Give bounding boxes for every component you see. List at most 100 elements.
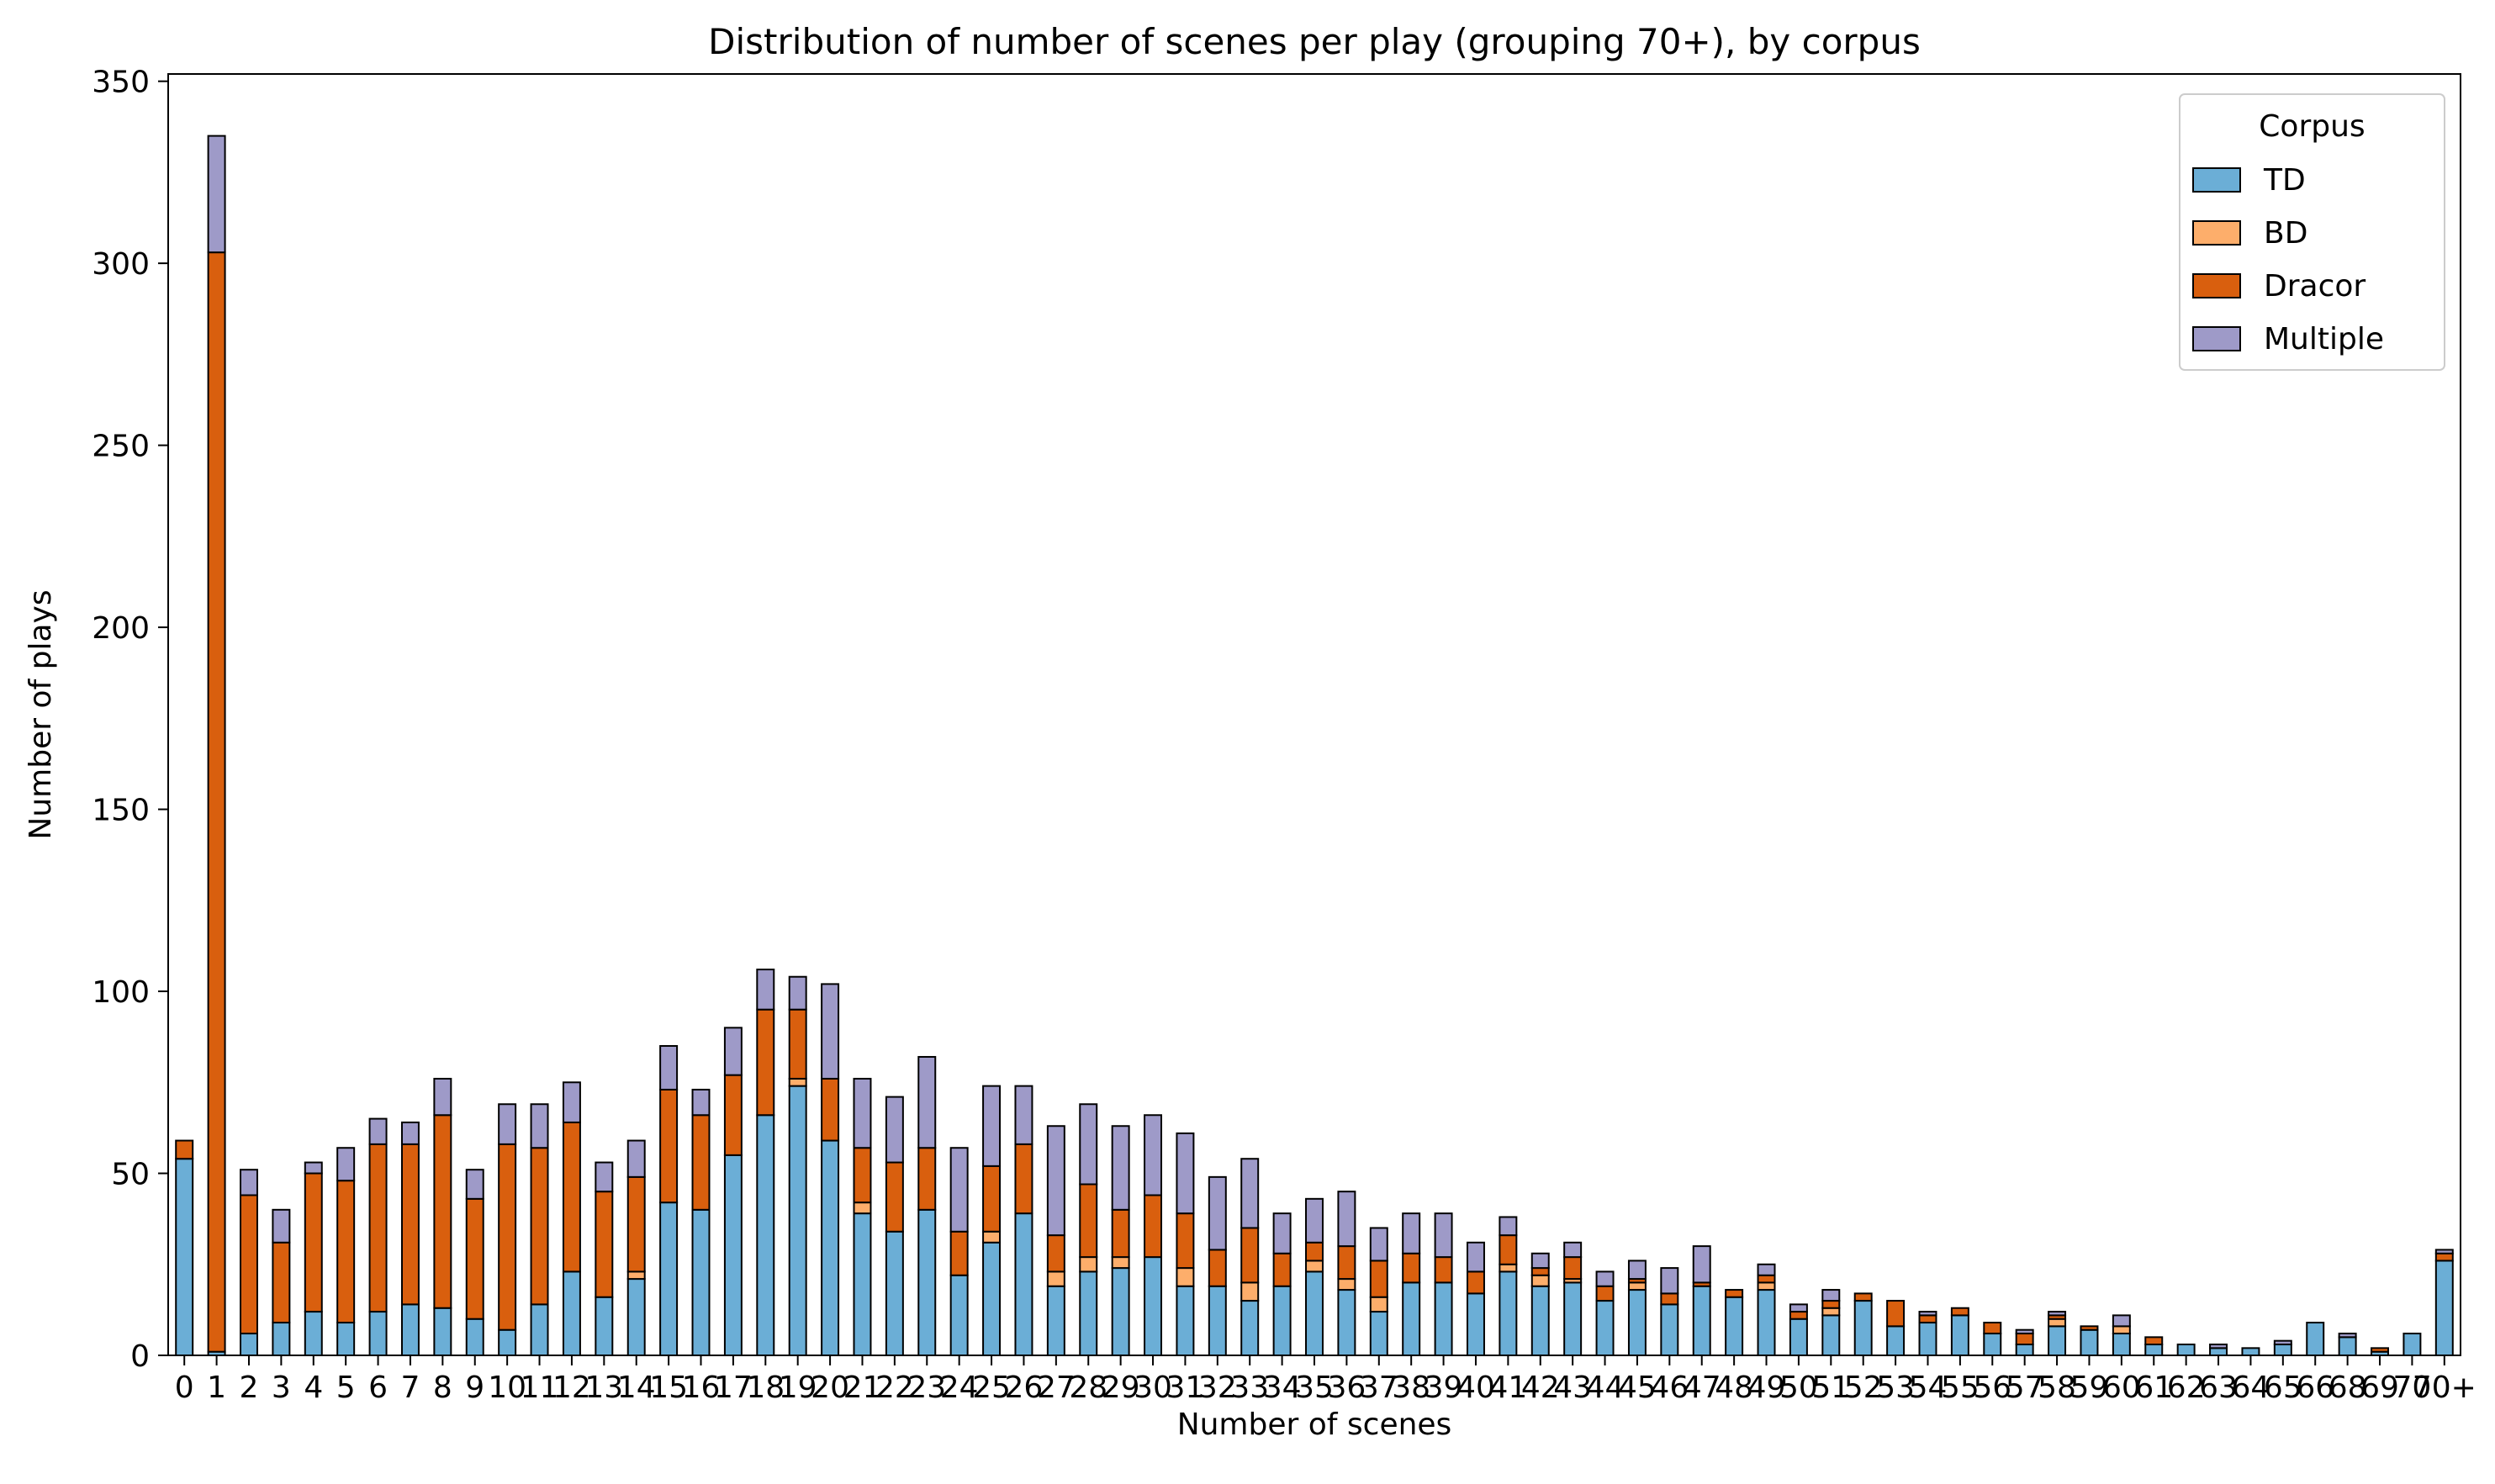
x-tick-label: 22 [875, 1370, 914, 1405]
bar-dracor-70+ [2434, 1252, 2454, 1262]
legend-label-bd: BD [2264, 216, 2307, 251]
x-tick-label: 63 [2199, 1370, 2238, 1405]
bar-dracor-18 [756, 1008, 775, 1117]
x-tick-label: 59 [2070, 1370, 2109, 1405]
bar-dracor-11 [530, 1147, 549, 1306]
x-tick-label: 40 [1456, 1370, 1495, 1405]
bar-td-42 [1530, 1285, 1550, 1357]
x-tick-label: 2 [240, 1370, 259, 1405]
bar-multiple-16 [691, 1088, 711, 1117]
x-tick-label: 21 [843, 1370, 882, 1405]
bar-td-6 [368, 1311, 388, 1356]
x-tick-label: 45 [1618, 1370, 1657, 1405]
bar-dracor-54 [1918, 1314, 1937, 1324]
x-tick-label: 9 [465, 1370, 484, 1405]
bar-td-44 [1595, 1300, 1615, 1356]
bar-td-7 [400, 1303, 420, 1356]
bar-dracor-40 [1466, 1270, 1485, 1295]
bar-dracor-27 [1046, 1234, 1065, 1273]
bar-dracor-42 [1530, 1267, 1550, 1276]
bar-dracor-36 [1337, 1245, 1356, 1281]
x-tick-label: 52 [1844, 1370, 1883, 1405]
bar-td-15 [659, 1201, 679, 1356]
bar-dracor-38 [1402, 1252, 1421, 1284]
x-tick-label: 20 [811, 1370, 849, 1405]
bar-td-38 [1402, 1281, 1421, 1356]
bar-bd-36 [1337, 1278, 1356, 1291]
x-tick-label: 50 [1779, 1370, 1818, 1405]
bar-multiple-25 [982, 1085, 1002, 1167]
bar-bd-25 [982, 1230, 1002, 1244]
bar-td-35 [1305, 1270, 1324, 1356]
bar-td-65 [2273, 1344, 2292, 1356]
bar-multiple-33 [1240, 1158, 1260, 1229]
bar-dracor-24 [949, 1230, 969, 1276]
y-tick-label: 100 [92, 975, 150, 1010]
bar-multiple-44 [1595, 1270, 1615, 1287]
x-tick-label: 35 [1295, 1370, 1334, 1405]
bar-td-3 [272, 1322, 291, 1356]
bar-bd-31 [1176, 1267, 1195, 1287]
bar-dracor-44 [1595, 1285, 1615, 1302]
bar-multiple-65 [2273, 1339, 2292, 1346]
x-tick-label: 70+ [2413, 1370, 2476, 1405]
bar-dracor-41 [1499, 1234, 1518, 1265]
bar-td-29 [1111, 1267, 1130, 1357]
bar-bd-51 [1821, 1307, 1841, 1317]
bar-td-47 [1692, 1285, 1711, 1357]
y-tick-label: 250 [92, 430, 150, 464]
bar-bd-28 [1079, 1256, 1098, 1273]
bar-bd-45 [1627, 1281, 1647, 1291]
bar-multiple-7 [400, 1121, 420, 1145]
bar-dracor-33 [1240, 1227, 1260, 1284]
bar-td-0 [175, 1158, 194, 1357]
bar-multiple-28 [1079, 1103, 1098, 1186]
bar-dracor-5 [336, 1180, 356, 1324]
x-tick-label: 58 [2038, 1370, 2076, 1405]
bar-td-57 [2015, 1344, 2034, 1356]
bar-td-30 [1144, 1256, 1163, 1357]
bar-multiple-47 [1692, 1245, 1711, 1284]
bar-dracor-46 [1660, 1292, 1679, 1306]
bar-multiple-27 [1046, 1125, 1065, 1237]
x-tick-label: 15 [649, 1370, 688, 1405]
bar-multiple-46 [1660, 1267, 1679, 1295]
bar-td-34 [1272, 1285, 1292, 1357]
bar-multiple-39 [1434, 1212, 1453, 1259]
bar-multiple-51 [1821, 1289, 1841, 1302]
bar-multiple-35 [1305, 1197, 1324, 1244]
bar-multiple-36 [1337, 1191, 1356, 1248]
bar-multiple-58 [2048, 1311, 2067, 1317]
bar-multiple-57 [2015, 1328, 2034, 1335]
bar-dracor-57 [2015, 1333, 2034, 1346]
x-tick-label: 36 [1327, 1370, 1366, 1405]
x-tick-label: 60 [2102, 1370, 2141, 1405]
bar-td-21 [853, 1212, 872, 1356]
bar-dracor-4 [304, 1172, 323, 1313]
x-tick-label: 47 [1683, 1370, 1721, 1405]
bar-dracor-37 [1369, 1260, 1388, 1298]
legend-box [2179, 93, 2445, 371]
bar-multiple-43 [1563, 1241, 1583, 1259]
bar-multiple-24 [949, 1147, 969, 1233]
bar-dracor-34 [1272, 1252, 1292, 1287]
x-axis-label: Number of scenes [1177, 1407, 1452, 1442]
bar-multiple-49 [1757, 1263, 1776, 1276]
bar-dracor-20 [821, 1077, 840, 1142]
bar-multiple-5 [336, 1147, 356, 1182]
bar-bd-21 [853, 1201, 872, 1215]
bar-td-10 [498, 1328, 517, 1357]
bar-td-61 [2144, 1344, 2164, 1356]
bar-td-62 [2176, 1344, 2196, 1356]
bar-dracor-23 [917, 1147, 937, 1211]
bar-multiple-8 [433, 1077, 452, 1117]
bar-dracor-15 [659, 1088, 679, 1204]
bar-multiple-29 [1111, 1125, 1130, 1211]
bar-dracor-31 [1176, 1212, 1195, 1270]
x-tick-label: 19 [779, 1370, 817, 1405]
bar-multiple-60 [2112, 1314, 2131, 1328]
bar-dracor-43 [1563, 1256, 1583, 1281]
bar-td-12 [562, 1270, 581, 1356]
x-tick-label: 25 [972, 1370, 1011, 1405]
bar-bd-27 [1046, 1270, 1065, 1287]
